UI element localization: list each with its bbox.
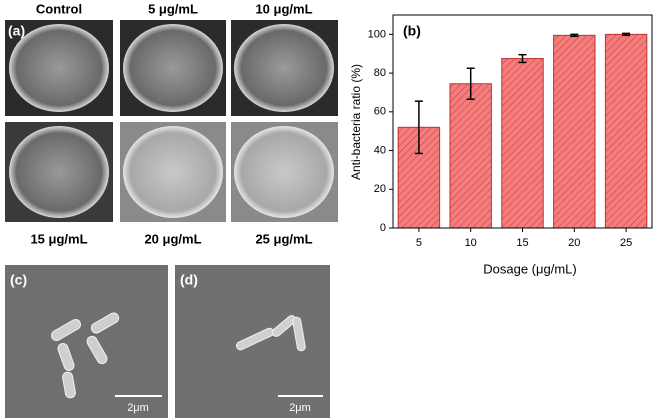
bar-hatch	[604, 33, 648, 229]
x-tick-label: 5	[416, 237, 422, 249]
petri-photos	[5, 20, 338, 222]
y-tick-label: 60	[374, 106, 386, 118]
dish	[123, 24, 223, 112]
x-tick-label: 15	[516, 237, 528, 249]
photo-label: Control	[36, 1, 82, 16]
photo-label: 25 μg/mL	[255, 231, 312, 246]
dish	[9, 24, 109, 112]
panel-label: (b)	[403, 23, 421, 39]
x-tick-label: 20	[568, 237, 580, 249]
x-tick-label: 10	[465, 237, 477, 249]
scale-label: 2μm	[289, 402, 311, 414]
bar-hatch	[501, 58, 544, 229]
photo-label: 15 μg/mL	[30, 231, 87, 246]
photo-label: 10 μg/mL	[255, 1, 312, 16]
y-axis-label: Anti-bacteria ratio (%)	[349, 64, 363, 180]
x-axis-label: Dosage (μg/mL)	[483, 261, 576, 276]
panel-label: (d)	[180, 272, 198, 288]
dish	[234, 126, 334, 218]
bar-hatch	[449, 83, 492, 229]
y-tick-label: 0	[380, 222, 386, 234]
scale-label: 2μm	[127, 402, 149, 414]
photo-label: 20 μg/mL	[144, 231, 201, 246]
y-tick-label: 100	[368, 28, 386, 40]
y-tick-label: 40	[374, 144, 386, 156]
panel-label: (c)	[10, 272, 27, 288]
y-tick-label: 80	[374, 67, 386, 79]
plot-frame	[392, 14, 653, 229]
dish	[234, 24, 334, 112]
y-tick-label: 20	[374, 183, 386, 195]
dish	[9, 126, 109, 218]
dish	[123, 126, 223, 218]
photo-label: 5 μg/mL	[148, 1, 198, 16]
bacteria	[50, 312, 120, 399]
bar-chart: 0 20 40 60 80 100 5 10 15 20 25	[368, 28, 648, 249]
panel-label: (a)	[8, 23, 25, 39]
x-tick-label: 25	[620, 237, 632, 249]
bar-hatch	[553, 34, 596, 229]
bacteria	[235, 315, 306, 352]
